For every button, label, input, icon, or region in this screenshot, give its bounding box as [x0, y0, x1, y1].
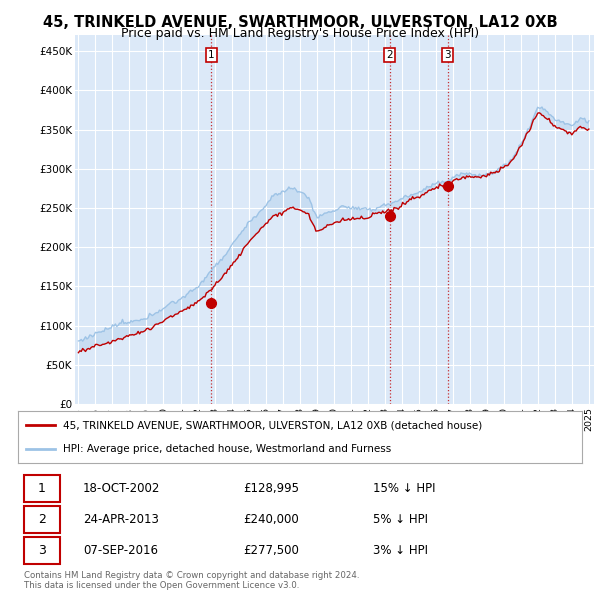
- Text: £128,995: £128,995: [244, 482, 299, 495]
- Text: £240,000: £240,000: [244, 513, 299, 526]
- Text: 45, TRINKELD AVENUE, SWARTHMOOR, ULVERSTON, LA12 0XB: 45, TRINKELD AVENUE, SWARTHMOOR, ULVERST…: [43, 15, 557, 30]
- Text: 07-SEP-2016: 07-SEP-2016: [83, 545, 158, 558]
- Text: 24-APR-2013: 24-APR-2013: [83, 513, 159, 526]
- Text: 3% ↓ HPI: 3% ↓ HPI: [373, 545, 428, 558]
- Text: 3: 3: [445, 50, 451, 60]
- Text: 2: 2: [38, 513, 46, 526]
- Text: 1: 1: [208, 50, 214, 60]
- Text: 1: 1: [38, 482, 46, 495]
- Text: 3: 3: [38, 545, 46, 558]
- Text: 18-OCT-2002: 18-OCT-2002: [83, 482, 160, 495]
- Text: 2: 2: [386, 50, 393, 60]
- Text: £277,500: £277,500: [244, 545, 299, 558]
- FancyBboxPatch shape: [23, 506, 60, 533]
- Text: Price paid vs. HM Land Registry's House Price Index (HPI): Price paid vs. HM Land Registry's House …: [121, 27, 479, 40]
- Text: Contains HM Land Registry data © Crown copyright and database right 2024.
This d: Contains HM Land Registry data © Crown c…: [24, 571, 359, 590]
- FancyBboxPatch shape: [23, 475, 60, 502]
- Text: 5% ↓ HPI: 5% ↓ HPI: [373, 513, 428, 526]
- FancyBboxPatch shape: [23, 537, 60, 565]
- Text: HPI: Average price, detached house, Westmorland and Furness: HPI: Average price, detached house, West…: [63, 444, 391, 454]
- Text: 45, TRINKELD AVENUE, SWARTHMOOR, ULVERSTON, LA12 0XB (detached house): 45, TRINKELD AVENUE, SWARTHMOOR, ULVERST…: [63, 420, 482, 430]
- Text: 15% ↓ HPI: 15% ↓ HPI: [373, 482, 436, 495]
